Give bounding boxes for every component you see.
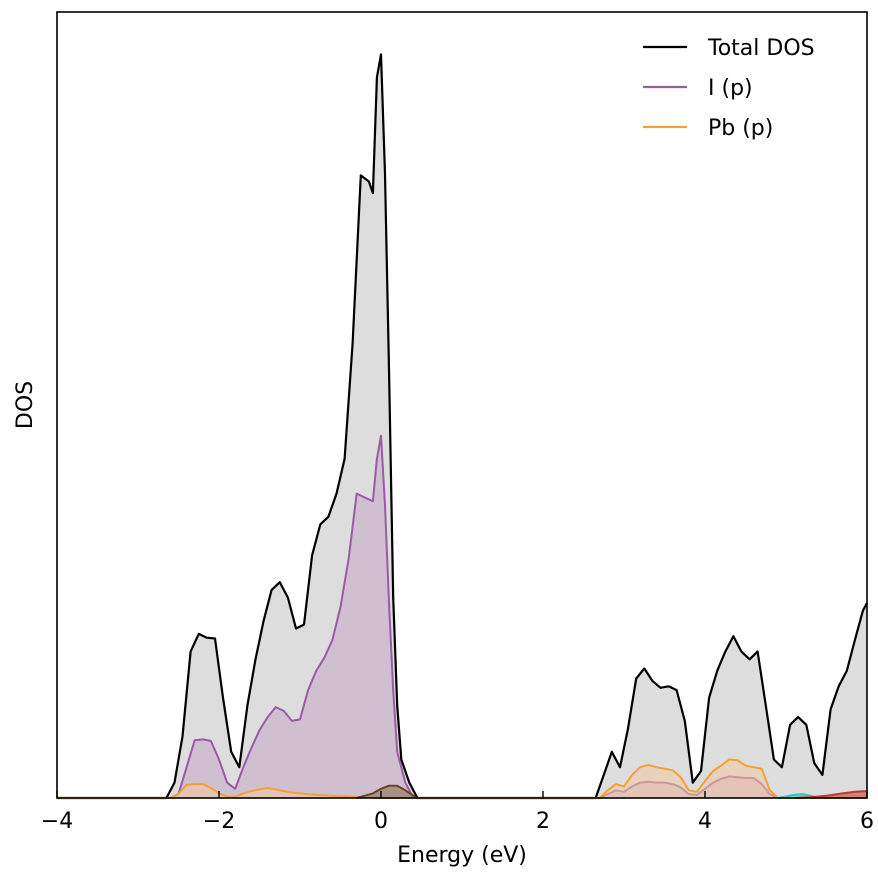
x-axis-label: Energy (eV) bbox=[397, 843, 527, 868]
legend-label-i-p: I (p) bbox=[708, 76, 753, 101]
x-axis-ticks: −4 −2 0 2 4 6 bbox=[41, 791, 874, 834]
legend: Total DOS I (p) Pb (p) bbox=[643, 36, 815, 141]
plot-frame bbox=[56, 11, 868, 799]
y-axis-label: DOS bbox=[13, 381, 38, 429]
series-layer bbox=[57, 53, 868, 800]
x-tick-label: 6 bbox=[860, 809, 874, 834]
series-line-total-dos bbox=[57, 53, 868, 800]
legend-label-total-dos: Total DOS bbox=[707, 36, 815, 61]
series-fill-total-dos bbox=[57, 54, 867, 798]
x-tick-label: −2 bbox=[203, 809, 235, 834]
x-tick-label: 2 bbox=[536, 809, 550, 834]
x-tick-label: 4 bbox=[698, 809, 712, 834]
legend-label-pb-p: Pb (p) bbox=[708, 116, 773, 141]
x-tick-label: 0 bbox=[374, 809, 388, 834]
x-tick-label: −4 bbox=[41, 809, 73, 834]
series-line-minor-orbital-3 bbox=[356, 784, 418, 799]
